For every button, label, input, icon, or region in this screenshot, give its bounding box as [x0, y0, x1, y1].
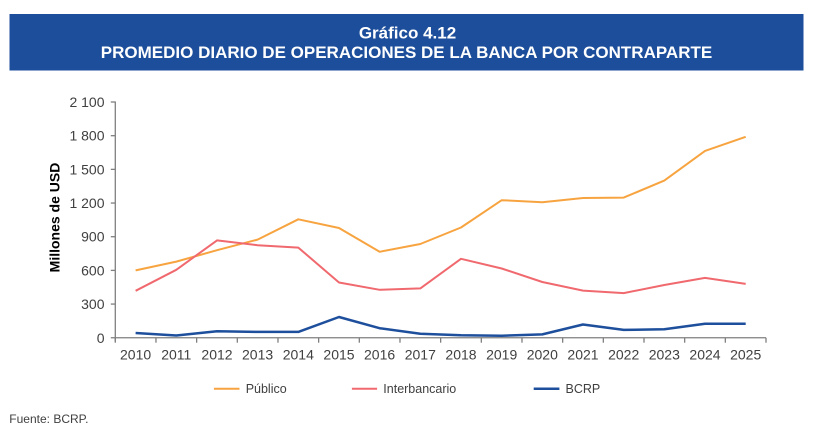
- svg-text:Gráfico 4.12: Gráfico 4.12: [359, 24, 456, 43]
- svg-text:Millones de USD: Millones de USD: [47, 163, 63, 273]
- svg-text:2010: 2010: [120, 347, 151, 363]
- svg-text:1 200: 1 200: [69, 195, 104, 211]
- svg-text:2023: 2023: [649, 347, 680, 363]
- svg-text:2018: 2018: [445, 347, 476, 363]
- svg-text:300: 300: [81, 296, 105, 312]
- svg-text:Interbancario: Interbancario: [383, 382, 456, 396]
- svg-text:PROMEDIO DIARIO DE OPERACIONES: PROMEDIO DIARIO DE OPERACIONES DE LA BAN…: [101, 43, 712, 62]
- svg-text:2019: 2019: [486, 347, 517, 363]
- svg-text:Fuente: BCRP.: Fuente: BCRP.: [9, 412, 88, 426]
- svg-text:Público: Público: [246, 382, 287, 396]
- svg-text:2013: 2013: [242, 347, 273, 363]
- svg-text:2015: 2015: [323, 347, 354, 363]
- svg-text:2014: 2014: [283, 347, 314, 363]
- svg-text:2 100: 2 100: [69, 94, 104, 110]
- svg-text:600: 600: [81, 262, 105, 278]
- svg-text:2021: 2021: [567, 347, 598, 363]
- svg-text:2016: 2016: [364, 347, 395, 363]
- svg-text:1 500: 1 500: [69, 161, 104, 177]
- svg-text:2020: 2020: [527, 347, 558, 363]
- svg-text:1 800: 1 800: [69, 128, 104, 144]
- svg-text:2025: 2025: [730, 347, 761, 363]
- svg-text:2012: 2012: [201, 347, 232, 363]
- svg-text:2024: 2024: [689, 347, 720, 363]
- svg-text:BCRP: BCRP: [566, 382, 601, 396]
- svg-text:2022: 2022: [608, 347, 639, 363]
- svg-text:2011: 2011: [161, 347, 191, 363]
- svg-text:900: 900: [81, 229, 105, 245]
- svg-text:2017: 2017: [405, 347, 436, 363]
- svg-text:0: 0: [97, 330, 105, 346]
